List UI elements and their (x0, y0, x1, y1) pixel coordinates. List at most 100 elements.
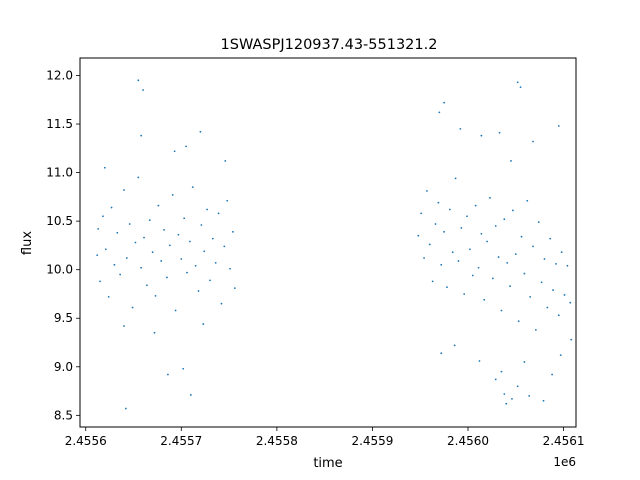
data-point (459, 127, 462, 130)
data-point (154, 295, 157, 297)
data-point (523, 361, 526, 363)
data-point (451, 251, 454, 254)
data-point (569, 301, 572, 304)
data-point (180, 258, 183, 260)
data-point (232, 230, 234, 233)
data-point (224, 160, 227, 162)
data-point (466, 215, 468, 218)
data-point (140, 266, 143, 269)
data-point (534, 328, 537, 331)
data-point (500, 309, 503, 312)
y-tick-label: 9.0 (54, 360, 73, 374)
data-point (516, 81, 519, 84)
data-point (123, 189, 125, 191)
data-point (189, 394, 192, 396)
data-point (437, 201, 440, 204)
data-point (128, 223, 131, 225)
data-point (454, 177, 457, 180)
plot-frame (79, 57, 577, 428)
data-point (199, 130, 202, 133)
data-point (523, 272, 526, 275)
data-point (113, 263, 116, 266)
data-point (157, 204, 160, 207)
data-point (552, 289, 554, 291)
data-point (186, 271, 188, 274)
data-point (102, 215, 104, 218)
data-point (211, 237, 214, 240)
x-tick-label: 2.4561 (543, 434, 585, 448)
data-point (202, 323, 205, 325)
data-point (191, 186, 194, 189)
data-point (514, 253, 517, 256)
data-point (137, 79, 140, 82)
data-point (173, 150, 176, 153)
data-point (510, 160, 512, 162)
data-points (96, 79, 573, 410)
y-tick-label: 8.5 (54, 408, 73, 422)
data-point (509, 285, 511, 288)
y-tick-label: 10.0 (46, 263, 73, 277)
data-point (185, 145, 187, 148)
data-point (116, 231, 119, 234)
data-point (206, 208, 209, 211)
data-point (171, 194, 174, 196)
data-point (446, 286, 448, 289)
data-point (110, 206, 113, 209)
data-point (166, 276, 168, 279)
data-point (119, 273, 122, 276)
y-axis: 8.5 9.0 9.5 10.0 10.5 11.0 11.5 12.0 (46, 68, 80, 422)
data-point (457, 260, 460, 262)
data-point (97, 228, 100, 230)
data-point (491, 277, 494, 280)
data-point (428, 243, 431, 246)
data-point (423, 257, 425, 259)
data-point (104, 248, 107, 251)
data-point (494, 225, 497, 227)
x-tick-label: 2.4559 (351, 434, 393, 448)
data-point (517, 320, 520, 323)
data-point (440, 352, 443, 355)
data-point (443, 101, 446, 104)
data-point (143, 236, 145, 239)
data-point (103, 166, 106, 169)
data-point (182, 367, 185, 370)
y-tick-label: 10.5 (46, 214, 73, 228)
data-point (486, 240, 489, 243)
data-point (512, 209, 514, 212)
data-point (478, 360, 481, 362)
data-point (557, 314, 560, 317)
data-point (498, 131, 501, 134)
data-point (168, 244, 171, 247)
data-point (516, 385, 519, 388)
data-point (566, 264, 569, 267)
data-point (183, 217, 186, 220)
data-point (148, 219, 151, 222)
data-point (540, 281, 543, 284)
data-point (137, 176, 140, 179)
data-point (526, 199, 529, 202)
data-point (477, 266, 480, 269)
data-point (570, 338, 573, 341)
data-point (226, 199, 229, 202)
data-point (469, 248, 471, 251)
x-axis-label: time (313, 456, 342, 471)
data-point (549, 237, 552, 240)
x-tick-label: 2.4556 (65, 434, 107, 448)
data-point (174, 309, 177, 312)
data-point (124, 407, 127, 410)
data-point (559, 354, 562, 357)
data-point (519, 86, 522, 89)
data-point (537, 221, 540, 224)
y-tick-label: 11.0 (46, 166, 73, 180)
data-point (217, 212, 220, 215)
data-point (426, 190, 428, 192)
data-point (448, 208, 451, 211)
x-tick-label: 2.4558 (256, 434, 298, 448)
data-point (163, 228, 166, 231)
data-point (189, 240, 191, 243)
data-point (438, 111, 441, 114)
data-point (214, 261, 217, 264)
data-point (542, 399, 545, 402)
data-point (532, 245, 534, 248)
